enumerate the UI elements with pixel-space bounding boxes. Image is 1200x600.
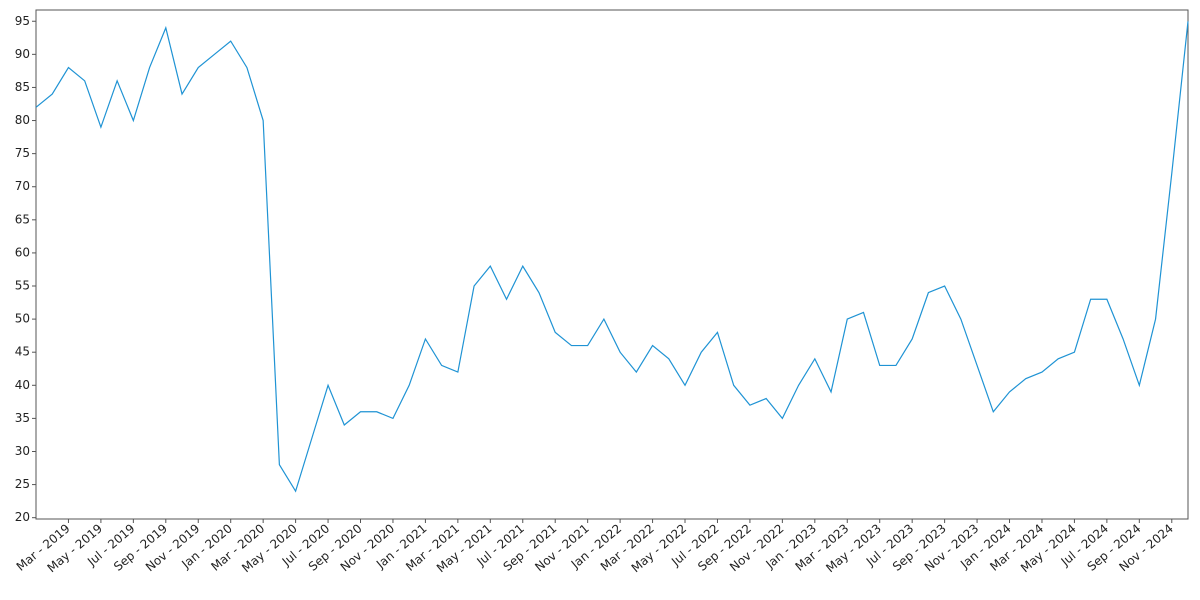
y-tick-label: 50 xyxy=(15,312,30,326)
y-tick-label: 60 xyxy=(15,245,30,259)
plot-frame xyxy=(35,9,1189,520)
y-tick-label: 35 xyxy=(15,411,30,425)
y-tick-label: 45 xyxy=(15,345,30,359)
y-tick-label: 80 xyxy=(15,113,30,127)
y-tick-label: 70 xyxy=(15,179,30,193)
y-tick-label: 55 xyxy=(15,279,30,293)
y-tick-label: 95 xyxy=(15,14,30,28)
y-tick-label: 65 xyxy=(15,212,30,226)
y-tick-label: 25 xyxy=(15,477,30,491)
y-tick-label: 20 xyxy=(15,510,30,524)
line xyxy=(35,21,1189,493)
y-tick-label: 85 xyxy=(15,80,30,94)
y-tick-label: 90 xyxy=(15,47,30,61)
y-tick-label: 40 xyxy=(15,378,30,392)
y-tick-label: 30 xyxy=(15,444,30,458)
y-tick-label: 75 xyxy=(15,146,30,160)
